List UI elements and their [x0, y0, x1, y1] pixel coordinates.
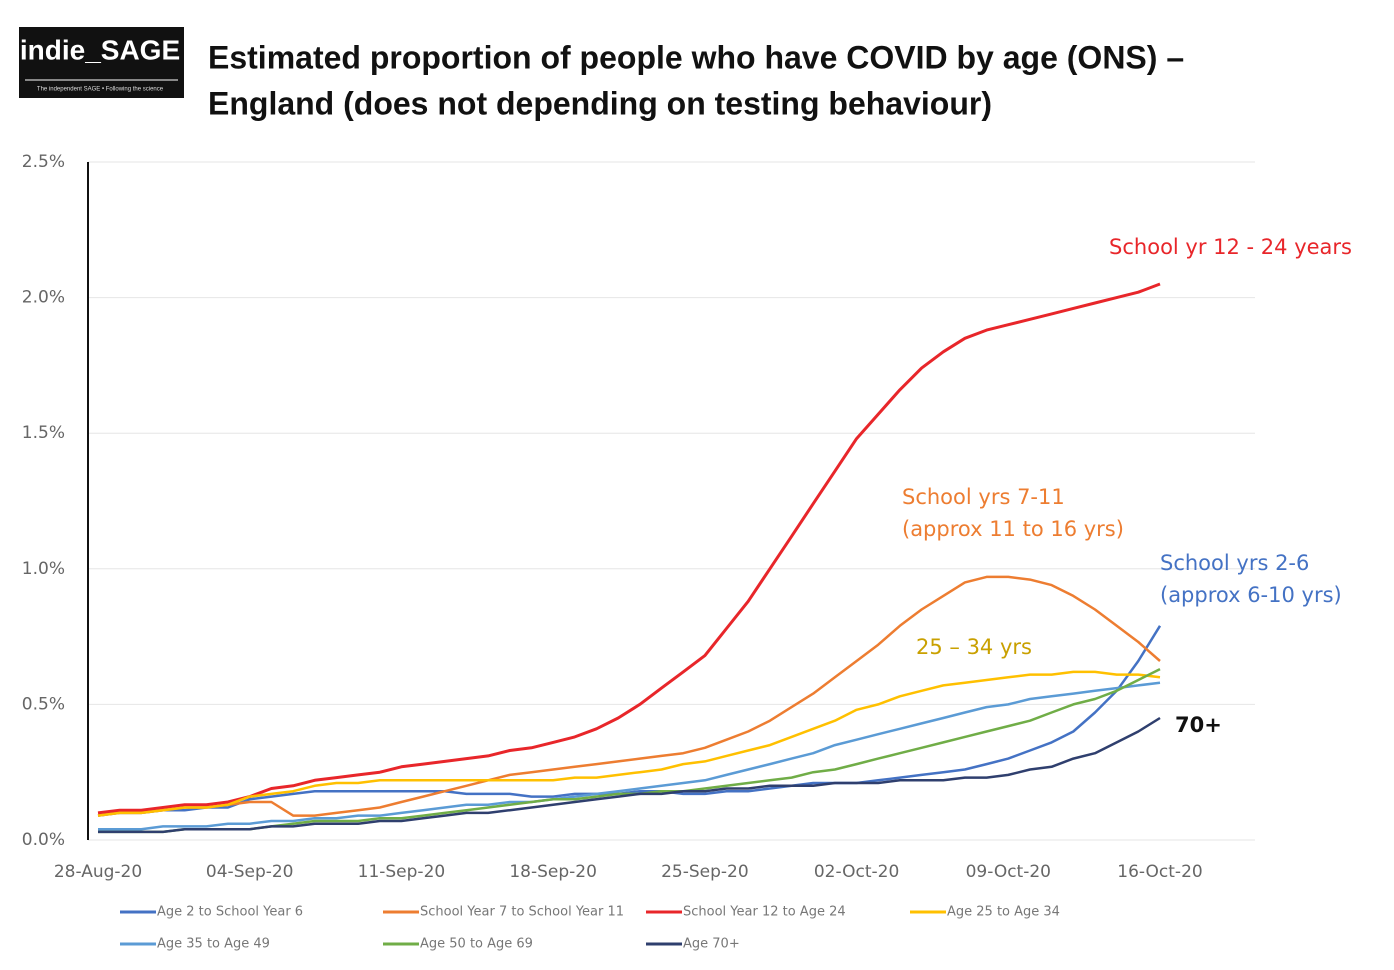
y-tick-label: 1.5% [22, 423, 65, 443]
annotation: School yrs 7-11 [902, 485, 1065, 509]
x-tick-label: 04-Sep-20 [206, 862, 294, 882]
x-tick-label: 11-Sep-20 [358, 862, 446, 882]
annotation: 70+ [1175, 713, 1222, 737]
annotation: School yr 12 - 24 years [1109, 235, 1352, 259]
series-line [97, 625, 1162, 817]
legend-label: Age 2 to School Year 6 [157, 905, 303, 920]
y-tick-label: 2.0% [22, 288, 65, 308]
series-line [97, 282, 1161, 815]
y-tick-label: 0.0% [22, 830, 65, 850]
series-line [97, 575, 1161, 817]
x-tick-label: 18-Sep-20 [509, 862, 597, 882]
legend-label: School Year 12 to Age 24 [683, 905, 846, 920]
logo-text: indie_SAGE [20, 34, 180, 65]
x-tick-label: 09-Oct-20 [966, 862, 1051, 882]
annotation: 25 – 34 yrs [916, 635, 1032, 659]
annotation: (approx 11 to 16 yrs) [902, 517, 1124, 541]
x-tick-label: 28-Aug-20 [54, 862, 142, 882]
series-line [98, 681, 1161, 831]
logo-tagline: The independent SAGE • Following the sci… [37, 87, 164, 93]
series-line [98, 716, 1161, 834]
chart-title: England (does not depending on testing b… [208, 85, 992, 121]
legend-label: Age 25 to Age 34 [947, 905, 1060, 920]
y-tick-label: 0.5% [22, 694, 65, 714]
legend-label: Age 50 to Age 69 [420, 937, 533, 952]
y-tick-label: 1.0% [22, 559, 65, 579]
legend-label: School Year 7 to School Year 11 [420, 905, 624, 920]
chart-title: Estimated proportion of people who have … [208, 39, 1184, 75]
x-tick-label: 16-Oct-20 [1117, 862, 1202, 882]
annotation: (approx 6-10 yrs) [1160, 583, 1342, 607]
legend-label: Age 35 to Age 49 [157, 937, 270, 952]
series-line [97, 670, 1161, 817]
x-tick-label: 02-Oct-20 [814, 862, 899, 882]
x-tick-label: 25-Sep-20 [661, 862, 749, 882]
y-tick-label: 2.5% [22, 152, 65, 172]
legend-label: Age 70+ [683, 937, 740, 952]
annotation: School yrs 2-6 [1160, 551, 1309, 575]
logo-box [19, 27, 184, 98]
